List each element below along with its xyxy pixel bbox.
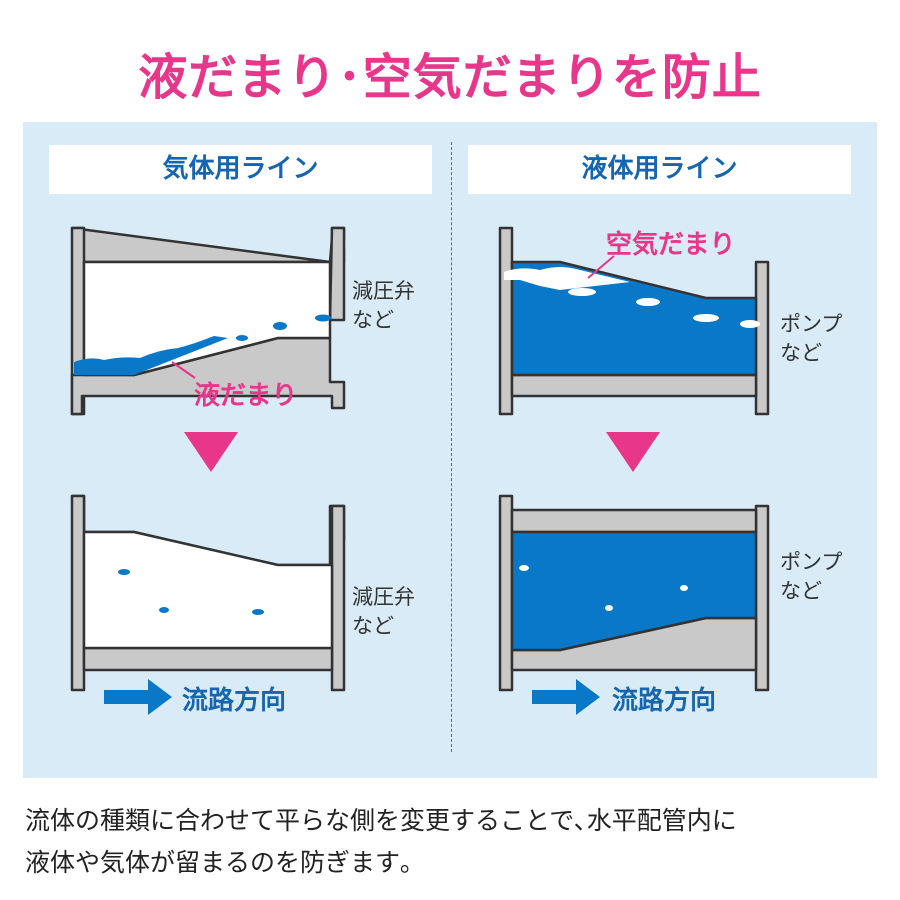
pressure-valve-label-2: 減圧弁 など xyxy=(352,585,415,638)
pressure-valve-label: 減圧弁 など xyxy=(352,279,415,332)
panel-divider xyxy=(451,142,452,752)
liquid-drop xyxy=(159,607,169,613)
air-bubble xyxy=(636,298,660,306)
gas-line-header: 気体用ライン xyxy=(49,145,432,194)
liquid-pool-label: 液だまり xyxy=(194,381,298,411)
liquid-line-header: 液体用ライン xyxy=(468,145,851,194)
caption: 流体の種類に合わせて平らな側を変更することで､水平配管内に 液体や気体が留まるの… xyxy=(25,806,737,877)
gas-pipe-before xyxy=(70,226,346,416)
flow-direction-label-2: 流路方向 xyxy=(612,686,717,716)
air-bubble xyxy=(693,314,719,322)
liquid-drop xyxy=(273,322,287,330)
flow-arrow-icon xyxy=(104,679,172,715)
air-pool-label: 空気だまり xyxy=(606,230,736,260)
air-bubble xyxy=(568,288,596,296)
air-bubble xyxy=(740,320,760,328)
pump-label-2: ポンプ など xyxy=(780,550,843,603)
liquid-pipe-after xyxy=(498,494,770,692)
liquid-pipe-before xyxy=(498,226,770,416)
air-bubble xyxy=(680,585,688,591)
liquid-drop xyxy=(315,314,331,322)
pump-label: ポンプ など xyxy=(780,312,843,365)
down-arrow-icon xyxy=(184,432,238,472)
gas-pipe-after xyxy=(70,494,346,692)
flow-direction-label: 流路方向 xyxy=(182,686,287,716)
down-arrow-icon xyxy=(606,432,660,472)
air-bubble xyxy=(519,565,529,571)
air-bubble xyxy=(605,605,613,611)
flow-arrow-icon xyxy=(532,679,600,715)
liquid-drop xyxy=(252,609,264,615)
page-title: 液だまり･空気だまりを防止 xyxy=(138,49,762,106)
liquid-drop xyxy=(236,335,248,341)
liquid-drop xyxy=(118,569,130,575)
